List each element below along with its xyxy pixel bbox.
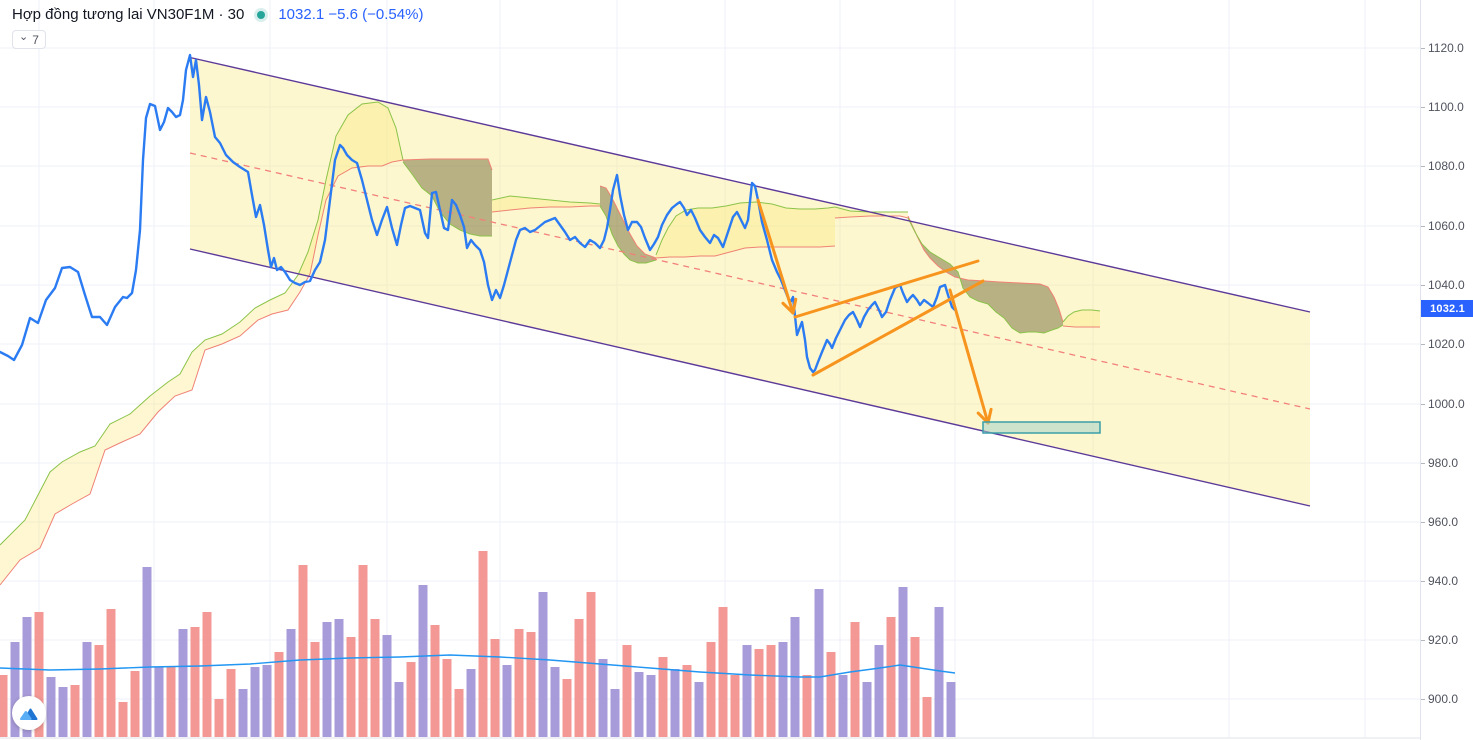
channel-bottom-line	[189, 248, 1311, 507]
price-axis-label: 1040.0	[1421, 278, 1473, 292]
price-axis-label: 920.0	[1421, 633, 1473, 647]
trend-line	[793, 259, 980, 319]
price-line	[0, 53, 957, 374]
arrowhead-icon	[986, 407, 993, 425]
cloud-bullish-patch	[656, 202, 835, 258]
cloud-bullish-patch	[492, 196, 600, 212]
chevron-down-icon: ⌄	[19, 31, 29, 43]
price-axis-label: 1080.0	[1421, 159, 1473, 173]
price-axis-label: 1100.0	[1421, 100, 1473, 114]
last-price-quote: 1032.1 −5.6 (−0.54%)	[278, 6, 423, 23]
symbol-title[interactable]: Hợp đồng tương lai VN30F1M · 30	[12, 6, 245, 23]
chart-legend: Hợp đồng tương lai VN30F1M · 30 1032.1 −…	[12, 6, 423, 49]
trend-line	[811, 279, 985, 377]
current-price-badge: 1032.1	[1421, 300, 1473, 317]
current-price-value: 1032.1	[1430, 302, 1465, 315]
broker-logo[interactable]	[12, 696, 46, 730]
mountain-logo-icon	[20, 708, 38, 720]
price-axis-label: 1000.0	[1421, 397, 1473, 411]
trend-drawings[interactable]	[756, 198, 993, 425]
market-status-icon[interactable]	[257, 10, 266, 19]
volume-bars	[0, 551, 956, 737]
parallel-channel[interactable]	[189, 56, 1311, 507]
arrow-line	[756, 198, 795, 315]
price-axis-label: 940.0	[1421, 574, 1473, 588]
price-axis[interactable]: 1032.1 1120.0 1100.0 1080.0 1060.0 1040.0 102…	[1420, 0, 1473, 740]
price-axis-label: 1020.0	[1421, 337, 1473, 351]
volume-ma-line	[0, 654, 956, 678]
price-axis-label: 1120.0	[1421, 41, 1473, 55]
price-axis-label: 1060.0	[1421, 219, 1473, 233]
channel-top-line	[189, 56, 1311, 313]
quote-change: −5.6 (−0.54%)	[328, 6, 424, 23]
price-axis-label: 900.0	[1421, 692, 1473, 706]
price-axis-label: 960.0	[1421, 515, 1473, 529]
arrow-line	[948, 288, 990, 425]
arrowhead-icon	[781, 301, 795, 315]
price-axis-label: 980.0	[1421, 456, 1473, 470]
price-chart-canvas[interactable]	[0, 0, 1420, 740]
quote-price: 1032.1	[278, 6, 325, 23]
parallel-channel-fill[interactable]	[190, 57, 1310, 507]
indicators-collapse-button[interactable]: ⌄ 7	[12, 30, 46, 49]
cloud-bearish-patch	[600, 186, 656, 263]
channel-median-line	[189, 152, 1311, 410]
target-zone-rect[interactable]	[982, 421, 1101, 434]
indicator-count: 7	[32, 32, 39, 47]
cloud-bearish-patch	[908, 216, 1063, 333]
cloud-bullish-patch	[1063, 310, 1100, 327]
grid-lines	[0, 0, 1420, 739]
arrowhead-icon	[791, 297, 798, 315]
